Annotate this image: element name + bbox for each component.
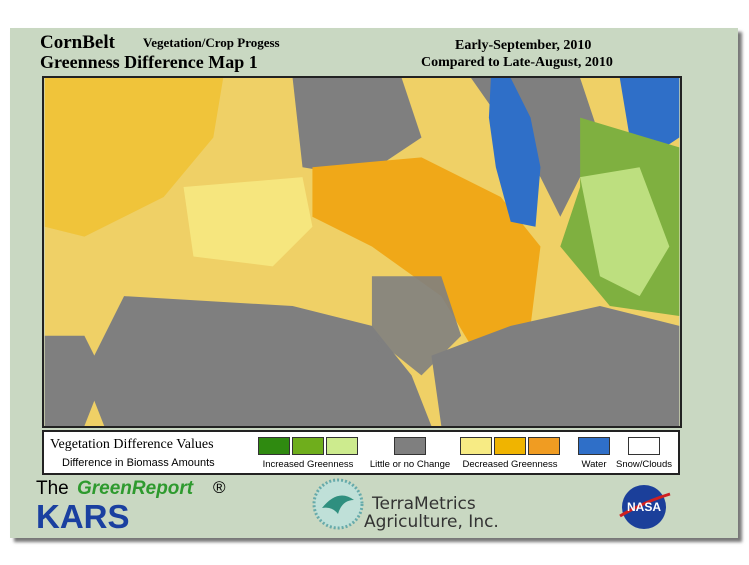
legend-title: Vegetation Difference Values (50, 437, 214, 452)
legend-swatch (578, 437, 610, 455)
legend-subtitle: Difference in Biomass Amounts (62, 457, 215, 469)
subtitle: Vegetation/Crop Progess (143, 35, 280, 50)
legend-swatch (628, 437, 660, 455)
terrametrics-logo (312, 478, 364, 530)
legend-label: Water (581, 459, 607, 470)
legend-swatch (292, 437, 324, 455)
footer-kars: KARS (36, 498, 130, 535)
title: Greenness Difference Map 1 (40, 52, 258, 72)
company-line2: Agriculture, Inc. (364, 512, 499, 532)
map (42, 76, 682, 428)
legend-swatch (258, 437, 290, 455)
nasa-text: NASA (627, 500, 661, 514)
legend-swatch (494, 437, 526, 455)
legend-swatch (460, 437, 492, 455)
legend-label: Little or no Change (369, 459, 451, 470)
nasa-logo: NASA (619, 485, 671, 529)
legend-swatch (528, 437, 560, 455)
legend-label: Snow/Clouds (616, 459, 672, 470)
company: TerraMetrics (372, 494, 476, 514)
legend-label: Decreased Greenness (462, 459, 558, 470)
comparison: Compared to Late-August, 2010 (421, 55, 613, 70)
legend-label: Increased Greenness (262, 459, 354, 470)
date: Early-September, 2010 (455, 38, 592, 53)
footer-report: GreenReport (77, 478, 194, 499)
footer-registered: ® (213, 478, 226, 497)
legend-swatch (394, 437, 426, 455)
legend-swatch (326, 437, 358, 455)
region: CornBelt (40, 32, 115, 53)
footer-the: The (36, 478, 69, 499)
legend: Vegetation Difference Values Difference … (42, 430, 680, 475)
